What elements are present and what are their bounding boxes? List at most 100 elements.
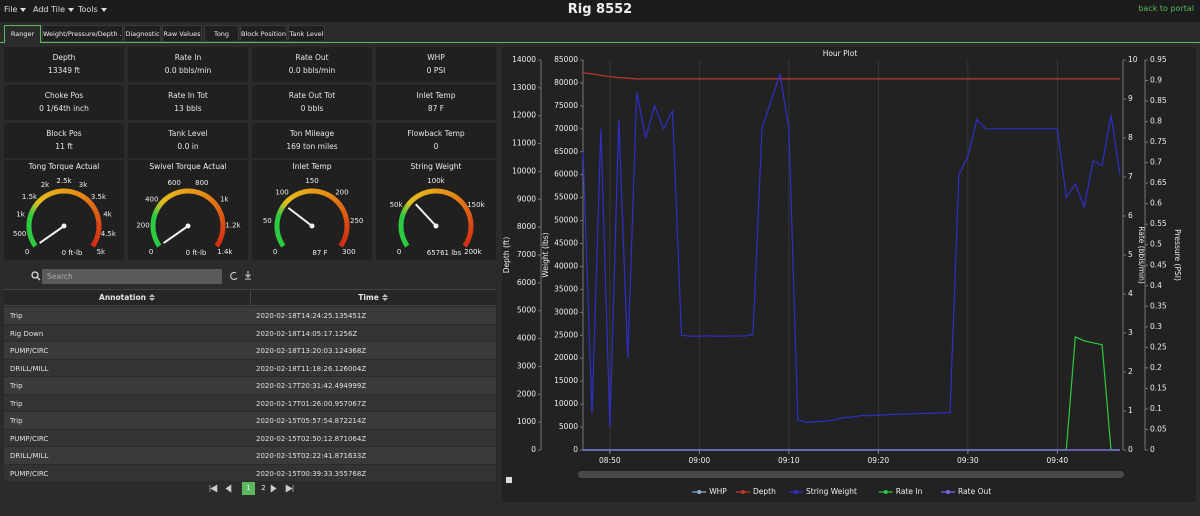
tile-value: 0 1/64th inch <box>39 104 89 113</box>
gauge-arc <box>155 204 162 210</box>
pager-arrow[interactable] <box>270 484 277 493</box>
y-tick-label: 0.85 <box>1150 96 1167 105</box>
legend-dot[interactable] <box>883 490 888 494</box>
gauge-arc <box>217 237 224 242</box>
legend-dot[interactable] <box>794 490 798 494</box>
gauge-tick-label: 50k <box>390 201 404 209</box>
gauge-arc <box>276 210 283 215</box>
page-button[interactable]: 2 <box>261 484 266 492</box>
gauge-arc <box>84 197 91 204</box>
gauge-arc <box>338 204 345 210</box>
table-row[interactable] <box>4 359 496 377</box>
gauge-needle <box>415 203 437 227</box>
tab[interactable]: Tong <box>204 25 239 42</box>
y-tick-label: 0.3 <box>1150 322 1162 331</box>
table-row[interactable] <box>4 324 496 342</box>
gauge-tick-label: 300 <box>342 248 355 256</box>
legend-label[interactable]: Rate Out <box>958 487 991 496</box>
y-tick-label: 30000 <box>554 307 578 316</box>
column-title[interactable]: Annotation <box>99 293 146 302</box>
table-cell: Rig Down <box>10 329 44 338</box>
search-icon-handle[interactable] <box>36 276 41 281</box>
tab[interactable]: Ranger <box>4 25 41 43</box>
gauge-arc <box>175 189 180 196</box>
pager-arrow[interactable] <box>285 484 294 493</box>
gauge-tick-label: 150 <box>305 177 318 185</box>
y-tick-label: 0.5 <box>1150 240 1162 249</box>
gauge-arc <box>51 189 56 196</box>
table-row[interactable] <box>4 394 496 412</box>
range-navigator[interactable] <box>578 471 1124 478</box>
table-row[interactable] <box>4 429 496 447</box>
download-icon[interactable] <box>245 271 251 280</box>
gauge-tick-label: 250 <box>350 217 363 225</box>
legend-dot[interactable] <box>946 490 950 494</box>
sort-icon[interactable] <box>148 294 155 302</box>
y-tick-label: 25000 <box>554 330 578 339</box>
column-header[interactable]: Time <box>250 293 496 302</box>
tile-value: 0.0 bbls/min <box>164 66 212 75</box>
y-tick-label: 15000 <box>554 376 578 385</box>
gauge-value: 0 ft-lb <box>62 249 83 257</box>
table-row[interactable] <box>4 447 496 465</box>
gauge-tick-label: 3k <box>79 181 88 189</box>
column-header[interactable]: Annotation <box>4 293 250 302</box>
pager-arrow[interactable] <box>225 484 232 493</box>
gauge-tick-label: 200 <box>335 188 348 196</box>
gauge-arc <box>417 191 423 198</box>
table-cell: Trip <box>10 399 23 408</box>
table-row[interactable] <box>4 464 496 482</box>
table-cell: Trip <box>10 417 23 425</box>
table-row[interactable] <box>4 377 496 395</box>
tab[interactable]: Diagnostic <box>124 25 161 42</box>
tile-label: Depth <box>52 53 76 62</box>
table-row[interactable] <box>4 412 496 430</box>
y-tick-label: 80000 <box>554 78 578 87</box>
y-tick-label: 6000 <box>517 278 536 287</box>
y-tick-label: 0.35 <box>1150 301 1167 310</box>
table-cell: PUMP/CIRC <box>10 434 49 443</box>
legend-dot[interactable] <box>697 490 702 494</box>
menu-item[interactable]: Add Tile <box>33 5 75 14</box>
tab[interactable]: Tank Level <box>288 25 325 42</box>
pager-arrow[interactable] <box>209 484 218 493</box>
table-cell: PUMP/CIRC <box>10 347 49 355</box>
table-row[interactable] <box>4 342 496 360</box>
table-row[interactable] <box>4 307 496 325</box>
legend-label[interactable]: Rate In <box>896 487 923 496</box>
search-icon[interactable] <box>31 271 39 279</box>
gauge-arc <box>409 197 416 204</box>
chart-checkbox[interactable] <box>506 477 512 483</box>
refresh-icon[interactable] <box>230 271 238 280</box>
gauge-arc <box>340 207 347 213</box>
gauge-arc <box>466 213 473 218</box>
menu-item[interactable]: Tools <box>78 5 107 14</box>
legend-label[interactable]: String Weight <box>806 487 857 496</box>
gauge-arc <box>82 195 89 202</box>
column-title[interactable]: Time <box>358 293 379 302</box>
legend-label[interactable]: WHP <box>709 487 727 496</box>
y-tick-label: 9000 <box>517 194 536 203</box>
gauge-arc <box>152 236 159 242</box>
legend-dot[interactable] <box>741 490 745 494</box>
gauge-arc <box>302 189 307 195</box>
page-button[interactable]: 1 <box>242 482 255 495</box>
tab[interactable]: Block Position <box>240 25 287 42</box>
search-box[interactable]: Search <box>42 269 222 284</box>
gauge-arc <box>206 195 213 202</box>
menu-item[interactable]: File <box>4 5 27 14</box>
y-tick-label: 0.65 <box>1150 178 1167 187</box>
legend-label[interactable]: Depth <box>753 487 776 496</box>
col-divider <box>250 289 251 306</box>
gauge: Swivel Torque Actual 0 200 400 600 800 1k 1.2k 1… <box>128 160 248 260</box>
sort-icon[interactable] <box>381 294 388 302</box>
back-link[interactable]: back to portal <box>1138 4 1194 13</box>
tile: Choke Pos 0 1/64th inch <box>4 85 124 120</box>
y-tick-label: 13000 <box>512 83 536 92</box>
gauge-value: 65761 lbs <box>427 249 462 257</box>
tab[interactable]: Weight/Pressure/Depth ... <box>42 25 123 42</box>
gauge-arc <box>218 213 225 218</box>
gauge-arc <box>93 237 100 242</box>
tab[interactable]: Raw Values <box>162 25 202 42</box>
